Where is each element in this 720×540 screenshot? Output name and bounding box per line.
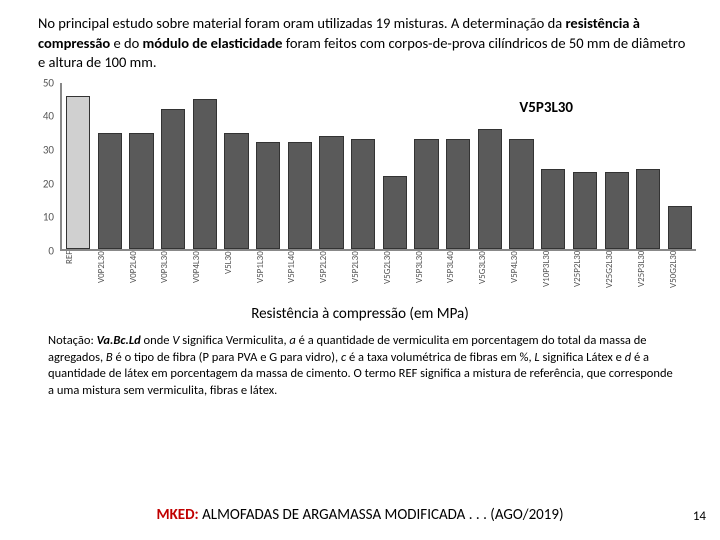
chart-bar [256,142,280,248]
notation-lead: Notação: [48,333,97,348]
chart-bar [161,109,185,248]
chart-bar [478,129,502,249]
chart-annotation: V5P3L30 [517,99,575,117]
bar-chart: 01020304050 REFV0P2L30V0P2L40V0P3L30V0P4… [20,83,700,303]
chart-bar [605,172,629,248]
y-tick: 50 [43,76,54,89]
chart-bar [383,176,407,249]
chart-bar [446,139,470,249]
footer: MKED: ALMOFADAS DE ARGAMASSA MODIFICADA … [0,506,720,524]
x-tick-label: V0P4L30 [191,251,215,303]
x-tick-label: V0P3L30 [159,251,183,303]
chart-bar [636,169,660,249]
x-tick-label: V5G2L30 [382,251,406,303]
chart-bar [66,96,90,249]
x-tick-label: V5G3L30 [477,251,501,303]
chart-bar [351,139,375,249]
intro-prefix: No principal estudo sobre material foram… [38,14,565,32]
chart-bar [193,99,217,248]
y-axis: 01020304050 [20,83,60,251]
x-axis-labels: REF V0P2L30 V0P2L40 V0P3L30 V0P4L30 V5L30 V5P1… [60,251,696,303]
y-tick: 30 [43,143,54,156]
chart-plot-area [60,83,696,251]
y-tick: 0 [48,244,54,257]
footer-rest: ALMOFADAS DE ARGAMASSA MODIFICADA . . . … [199,506,564,524]
y-tick: 10 [43,211,54,224]
page-number: 14 [693,509,706,524]
y-tick: 40 [43,110,54,123]
x-tick-label: V5P4L30 [509,251,533,303]
x-tick-label: V0P2L30 [96,251,120,303]
chart-bar [288,142,312,248]
x-tick-label: V5P3L40 [445,251,469,303]
x-tick-label: V5P2L30 [350,251,374,303]
x-tick-label: V0P2L40 [128,251,152,303]
x-tick-label: V25P2L30 [572,251,596,303]
x-tick-label: REF [64,251,88,303]
chart-bar [573,172,597,248]
chart-caption: Resistência à compressão (em MPa) [0,305,720,323]
notation-paragraph: Notação: Va.Bc.Ld onde V significa Vermi… [0,323,720,401]
notation-pattern: Va.Bc.Ld [97,333,141,348]
chart-bar [414,139,438,249]
chart-bar [129,133,153,249]
intro-mid: e do [110,34,142,52]
x-tick-label: V5P3L30 [414,251,438,303]
chart-bar [224,133,248,249]
intro-bold2: módulo de elasticidade [143,34,283,52]
x-tick-label: V5P1L40 [286,251,310,303]
chart-bar [668,206,692,249]
x-tick-label: V5L30 [223,251,247,303]
x-tick-label: V50G2L30 [668,251,692,303]
x-tick-label: V10P3L30 [541,251,565,303]
x-tick-label: V5P1L30 [255,251,279,303]
footer-mked: MKED: [156,506,198,524]
x-tick-label: V5P2L20 [318,251,342,303]
intro-paragraph: No principal estudo sobre material foram… [0,0,720,79]
y-tick: 20 [43,177,54,190]
chart-bar [98,133,122,249]
chart-bar [541,169,565,249]
chart-bar [319,136,343,249]
x-tick-label: V25P3L30 [636,251,660,303]
chart-bar [509,139,533,249]
x-tick-label: V25G2L30 [604,251,628,303]
